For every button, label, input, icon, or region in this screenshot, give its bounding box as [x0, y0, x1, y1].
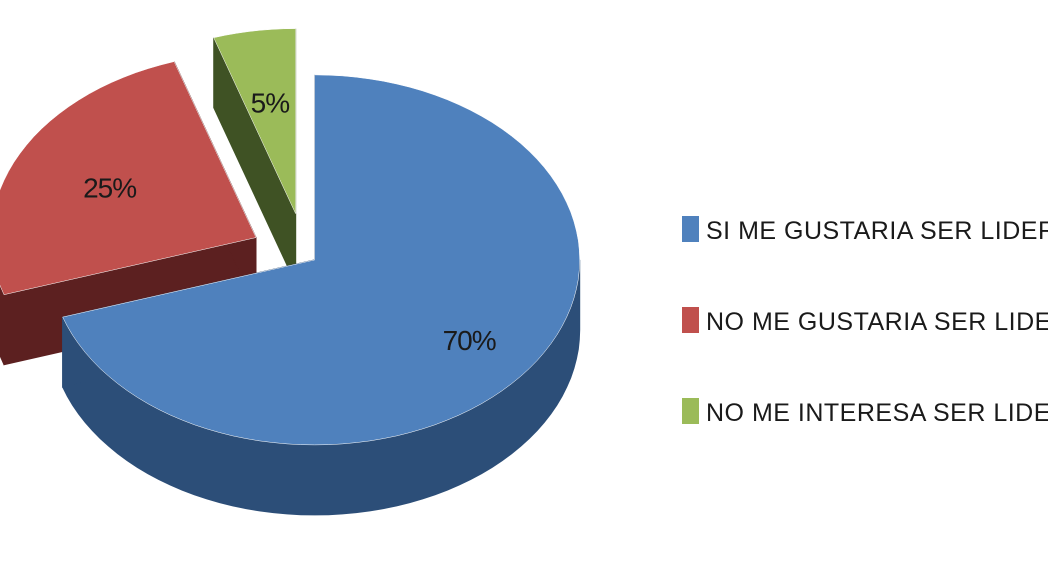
legend-swatch-2	[682, 398, 699, 424]
pie-slice-1	[0, 61, 257, 295]
pie-data-labels: 70% 25% 5%	[83, 87, 497, 356]
pie-slice-0	[62, 74, 580, 446]
legend-label-0: SI ME GUSTARIA SER LIDER	[706, 217, 1048, 245]
data-label-0: 70%	[443, 325, 496, 356]
legend: SI ME GUSTARIA SER LIDER NO ME GUSTARIA S…	[682, 216, 1048, 427]
pie-tops	[0, 28, 580, 446]
pie-side-1-0	[0, 283, 5, 365]
data-label-1: 25%	[83, 173, 136, 204]
pie-slice-2	[213, 28, 296, 214]
legend-label-2: NO ME INTERESA SER LIDER	[706, 399, 1048, 427]
legend-label-1: NO ME GUSTARIA SER LIDER	[706, 308, 1048, 336]
legend-swatch-0	[682, 216, 699, 242]
legend-swatch-1	[682, 307, 699, 333]
data-label-2: 5%	[251, 87, 290, 118]
